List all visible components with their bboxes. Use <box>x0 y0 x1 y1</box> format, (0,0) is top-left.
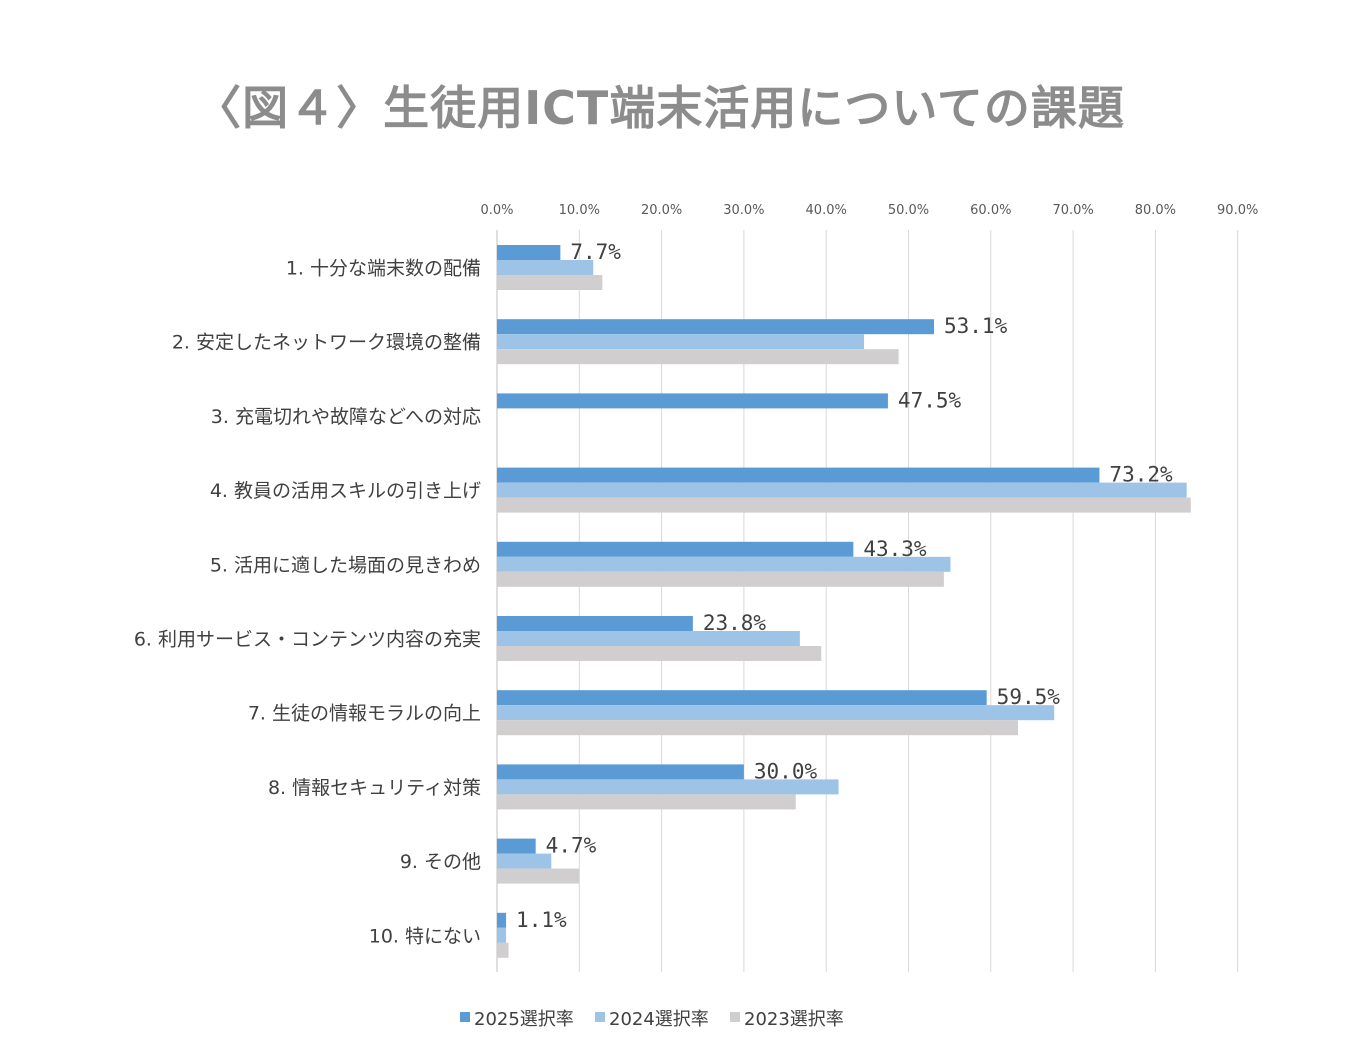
bar-2025選択率 <box>497 616 693 631</box>
bar-2023選択率 <box>497 868 580 884</box>
bar-2024選択率 <box>497 705 1055 721</box>
x-tick-label: 40.0% <box>806 203 847 218</box>
x-tick-label: 0.0% <box>480 203 513 218</box>
legend-label: 2025選択率 <box>474 1009 574 1030</box>
category-labels: 1. 十分な端末数の配備 2. 安定したネットワーク環境の整備 3. 充電切れや故障… <box>134 258 481 948</box>
category-label: 5. 活用に適した場面の見きわめ <box>210 554 481 576</box>
data-label: 53.1% <box>944 314 1008 338</box>
x-tick-label: 80.0% <box>1135 203 1176 218</box>
data-label: 59.5% <box>997 685 1061 709</box>
bar-2024選択率 <box>497 853 552 869</box>
bar-2023選択率 <box>497 720 1018 736</box>
bar-2024選択率 <box>497 556 951 572</box>
bar-2025選択率 <box>497 838 536 854</box>
x-tick-label: 60.0% <box>970 203 1011 218</box>
category-label: 9. その他 <box>400 851 481 873</box>
bar-2023選択率 <box>497 646 822 661</box>
legend-swatch <box>460 1012 470 1022</box>
category-label: 2. 安定したネットワーク環境の整備 <box>172 332 481 354</box>
category-label: 10. 特にない <box>369 925 481 947</box>
chart-title: 〈図４〉生徒用ICT端末活用についての課題 <box>195 81 1125 135</box>
bar-2024選択率 <box>497 631 800 646</box>
bar-2023選択率 <box>497 497 1191 513</box>
data-label: 30.0% <box>754 759 818 783</box>
legend-swatch <box>595 1012 605 1022</box>
bars <box>497 245 1191 958</box>
bar-2025選択率 <box>497 393 888 409</box>
bar-2025選択率 <box>497 690 987 706</box>
data-label: 23.8% <box>703 611 767 635</box>
bar-2023選択率 <box>497 571 944 587</box>
category-label: 1. 十分な端末数の配備 <box>286 258 481 280</box>
legend: 2025選択率 2024選択率 2023選択率 <box>460 1009 844 1030</box>
data-label: 43.3% <box>863 537 927 561</box>
x-tick-label: 20.0% <box>641 203 682 218</box>
data-label: 7.7% <box>570 240 621 264</box>
data-label: 4.7% <box>546 834 597 858</box>
bar-2025選択率 <box>497 467 1100 483</box>
legend-label: 2024選択率 <box>609 1009 709 1030</box>
bar-2023選択率 <box>497 275 603 290</box>
data-label: 1.1% <box>516 908 567 932</box>
x-tick-label: 90.0% <box>1217 203 1258 218</box>
data-labels: 7.7% 53.1% 47.5% 73.2% 43.3% 23.8% 59.5% 30.0% 4… <box>516 240 1173 932</box>
bar-2025選択率 <box>497 245 561 260</box>
bar-2025選択率 <box>497 541 854 557</box>
x-tick-label: 30.0% <box>723 203 764 218</box>
x-tick-label: 10.0% <box>559 203 600 218</box>
legend-swatch <box>730 1012 740 1022</box>
bar-2023選択率 <box>497 942 509 958</box>
data-label: 73.2% <box>1109 463 1173 487</box>
category-label: 7. 生徒の情報モラルの向上 <box>248 703 481 725</box>
bar-2024選択率 <box>497 482 1187 498</box>
bar-2024選択率 <box>497 260 594 275</box>
legend-label: 2023選択率 <box>744 1009 844 1030</box>
category-label: 4. 教員の活用スキルの引き上げ <box>210 480 481 502</box>
x-axis-ticks: 0.0% 10.0% 20.0% 30.0% 40.0% 50.0% 60.0% 70.0% 8… <box>480 203 1258 218</box>
bar-2024選択率 <box>497 334 865 350</box>
data-label: 47.5% <box>898 388 962 412</box>
category-label: 3. 充電切れや故障などへの対応 <box>211 406 481 428</box>
bar-2025選択率 <box>497 319 935 335</box>
bar-2023選択率 <box>497 349 899 365</box>
bar-2025選択率 <box>497 912 507 928</box>
bar-2024選択率 <box>497 779 839 795</box>
bar-2024選択率 <box>497 927 507 943</box>
bar-2023選択率 <box>497 794 796 810</box>
category-label: 8. 情報セキュリティ対策 <box>268 777 481 799</box>
bar-2025選択率 <box>497 764 744 780</box>
x-tick-label: 50.0% <box>888 203 929 218</box>
x-tick-label: 70.0% <box>1052 203 1093 218</box>
category-label: 6. 利用サービス・コンテンツ内容の充実 <box>134 629 481 651</box>
